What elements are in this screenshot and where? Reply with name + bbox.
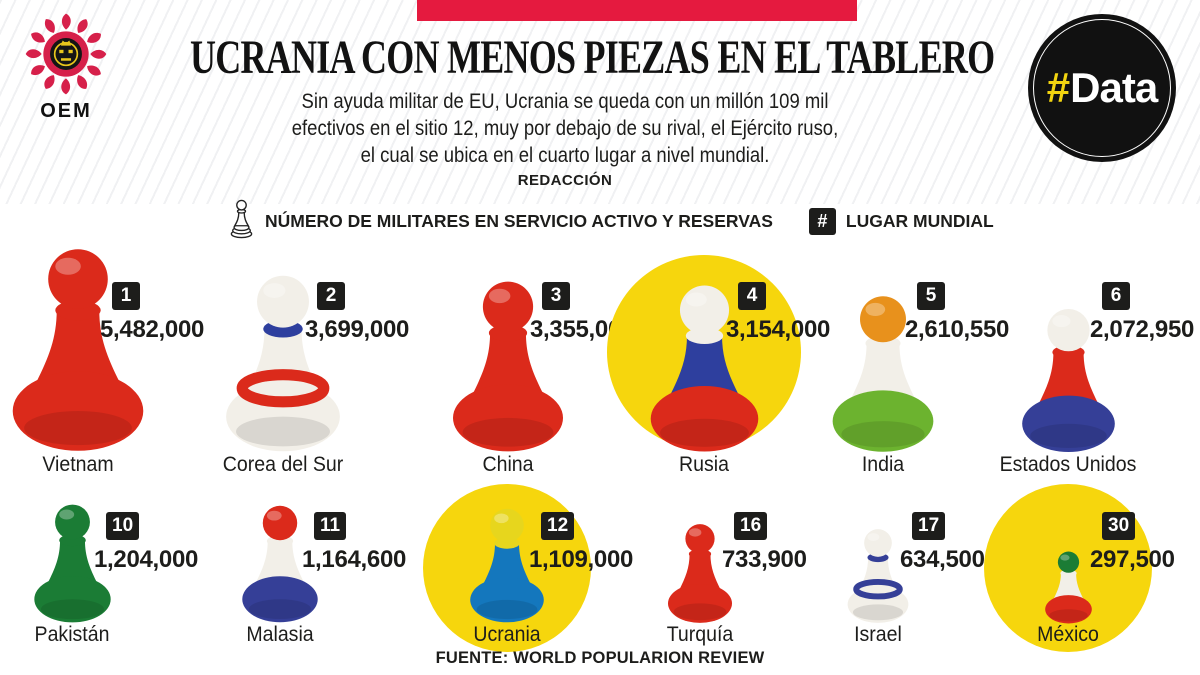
- oem-logo: OEM: [20, 12, 112, 123]
- country-label: México: [1037, 623, 1099, 646]
- personnel-count: 2,072,950: [1090, 316, 1195, 343]
- personnel-count: 634,500: [900, 546, 985, 573]
- personnel-count: 3,154,000: [726, 316, 831, 343]
- country-label: Vietnam: [42, 453, 114, 476]
- oem-sun-icon: [25, 13, 107, 95]
- pawn-Israel: [845, 527, 911, 625]
- rank-badge: 10: [106, 512, 140, 540]
- page-title: UCRANIA CON MENOS PIEZAS EN EL TABLERO: [190, 31, 995, 84]
- pawn-icon: [33, 504, 111, 623]
- subtitle-line-1: Sin ayuda militar de EU, Ucrania se qued…: [301, 90, 829, 113]
- oem-wordmark: OEM: [40, 100, 92, 122]
- top-accent-bar: [417, 0, 857, 21]
- pawn-Turquía: [665, 522, 735, 625]
- rank-badge: 30: [1102, 512, 1136, 540]
- pawn-México: [1043, 550, 1094, 625]
- pawn-icon: [847, 529, 909, 623]
- personnel-count: 1,109,000: [529, 546, 634, 573]
- pawn-Pakistán: [31, 502, 114, 625]
- rank-badge: 1: [112, 282, 140, 310]
- legend-military-label: NÚMERO DE MILITARES EN SERVICIO ACTIVO Y…: [265, 210, 773, 231]
- pawn-Corea del Sur: [221, 272, 345, 455]
- country-label: Rusia: [679, 453, 729, 476]
- rank-badge: 11: [314, 512, 347, 540]
- legend-rank-label: LUGAR MUNDIAL: [845, 210, 994, 231]
- personnel-count: 1,204,000: [94, 546, 199, 573]
- pawn-outline-icon: [228, 199, 255, 244]
- hashtag-data-logo: # Data: [1028, 14, 1176, 162]
- country-label: Malasia: [246, 623, 314, 646]
- personnel-count: 297,500: [1090, 546, 1175, 573]
- rank-badge: 2: [317, 282, 345, 310]
- country-label: Estados Unidos: [999, 453, 1137, 476]
- pawn-icon: [650, 285, 758, 452]
- rank-badge: 12: [541, 512, 575, 540]
- byline: REDACCIÓN: [517, 172, 613, 189]
- pawn-Ucrania: [467, 506, 547, 625]
- pawn-icon: [242, 505, 318, 623]
- personnel-count: 2,610,550: [905, 316, 1010, 343]
- pawn-India: [828, 293, 938, 455]
- country-label: Turquía: [666, 623, 734, 646]
- pawn-icon: [470, 508, 544, 623]
- rank-badge: 4: [738, 282, 766, 310]
- pawn-Estados Unidos: [1018, 306, 1119, 455]
- country-label: Israel: [854, 623, 902, 646]
- subtitle: Sin ayuda militar de EU, Ucrania se qued…: [169, 88, 961, 169]
- pawn-Rusia: [646, 282, 763, 455]
- country-label: Pakistán: [34, 623, 110, 646]
- pawn-icon: [667, 524, 733, 623]
- pawn-icon: [226, 275, 340, 452]
- country-label: India: [861, 453, 905, 476]
- rank-badge: 6: [1102, 282, 1130, 310]
- rank-hash-icon: #: [808, 207, 836, 235]
- personnel-count: 3,699,000: [305, 316, 410, 343]
- pawn-icon: [12, 249, 144, 451]
- legend: NÚMERO DE MILITARES EN SERVICIO ACTIVO Y…: [228, 199, 994, 244]
- country-label: Ucrania: [473, 623, 541, 646]
- personnel-count: 1,164,600: [302, 546, 407, 573]
- pawn-icon: [1044, 551, 1092, 624]
- pawn-Malasia: [239, 503, 321, 625]
- subtitle-line-2: efectivos en el sitio 12, muy por debajo…: [291, 117, 839, 140]
- pawn-icon: [832, 296, 934, 452]
- personnel-count: 5,482,000: [100, 316, 205, 343]
- pawn-Vietnam: [7, 245, 149, 455]
- rank-badge: 3: [542, 282, 570, 310]
- pawn-China: [448, 278, 568, 455]
- pawn-icon: [1021, 309, 1115, 452]
- country-label: China: [482, 453, 534, 476]
- diagonal-stripes-background: [0, 0, 1200, 204]
- subtitle-line-3: el cual se ubica en el cuarto lugar a ni…: [360, 144, 770, 167]
- pawn-icon: [452, 281, 564, 452]
- country-label: Corea del Sur: [222, 453, 344, 476]
- rank-badge: 17: [912, 512, 946, 540]
- personnel-count: 733,900: [722, 546, 807, 573]
- source-note: FUENTE: WORLD POPULARION REVIEW: [435, 649, 765, 667]
- rank-badge: 16: [734, 512, 768, 540]
- rank-badge: 5: [917, 282, 945, 310]
